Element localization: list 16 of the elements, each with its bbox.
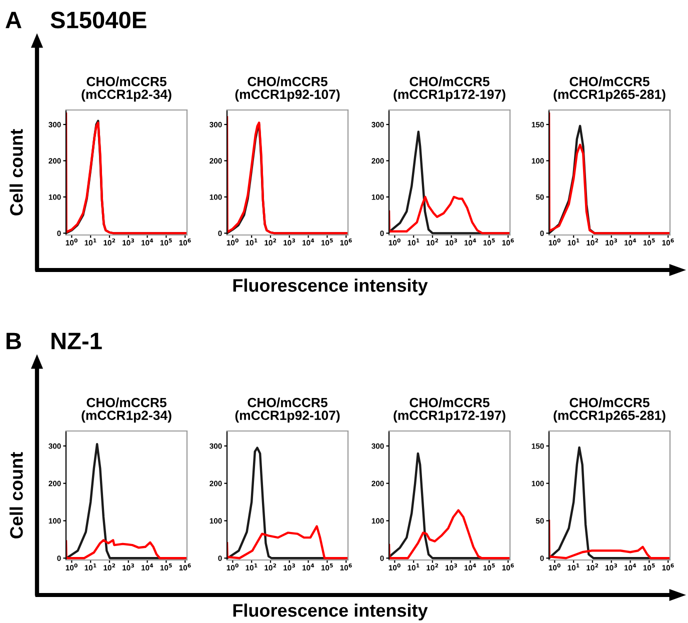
text: B <box>6 332 21 350</box>
chart-title: CHO/mCCR5 (mCCR1p2-34) <box>82 398 172 423</box>
text: A <box>6 12 22 28</box>
chart-title: CHO/mCCR5 (mCCR1p92-107) <box>235 398 340 423</box>
chart-title: CHO/mCCR5 (mCCR1p2-34) <box>82 76 172 102</box>
text: NZ-1 <box>52 332 102 350</box>
y-axis-title: Cell count <box>10 129 23 216</box>
text: S15040E <box>50 12 146 28</box>
chart-title: CHO/mCCR5 (mCCR1p92-107) <box>235 76 340 102</box>
chart-title: CHO/mCCR5 (mCCR1p265-281) <box>554 76 666 102</box>
x-axis-title: Fluorescence intensity <box>233 278 428 296</box>
chart-title: CHO/mCCR5 (mCCR1p172-197) <box>394 398 506 423</box>
y-axis-title: Cell count <box>10 452 23 538</box>
chart-title: CHO/mCCR5 (mCCR1p172-197) <box>394 76 506 102</box>
chart-title: CHO/mCCR5 (mCCR1p265-281) <box>554 398 666 423</box>
x-axis-title: Fluorescence intensity <box>233 604 428 620</box>
